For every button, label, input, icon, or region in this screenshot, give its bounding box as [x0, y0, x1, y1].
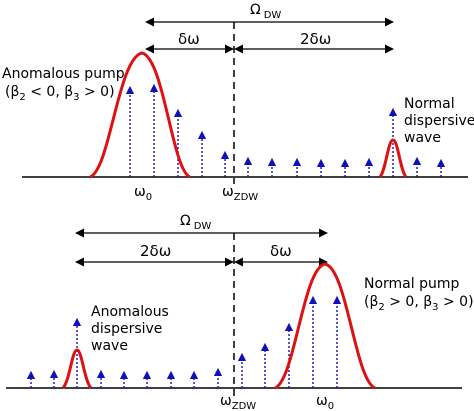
bottom-omega-dw-label: Ω DW — [180, 213, 211, 232]
bottom-pump-condition: (β2 > 0, β3 > 0) — [364, 294, 474, 313]
top-right-gap-label: 2δω — [300, 30, 331, 48]
bottom-tick-omega-zdw: ωZDW — [220, 393, 256, 411]
top-dispersive-wave-spectrum — [378, 138, 408, 178]
bottom-pump-label: Normal pump — [364, 276, 460, 292]
top-frequency-comb — [125, 83, 446, 177]
bottom-wave-label-line3: wave — [91, 338, 128, 354]
bottom-dispersive-wave-spectrum — [61, 348, 93, 389]
top-pump-spectrum — [89, 51, 191, 179]
bottom-panel: Ω DW 2δω δω ωZDW ω0 Normal pump — [6, 213, 474, 411]
bottom-tick-omega-0: ω0 — [316, 393, 334, 411]
top-omega-dw-label: Ω DW — [250, 2, 281, 21]
top-pump-label: Anomalous pump — [2, 66, 125, 82]
top-wave-label-line3: wave — [404, 130, 441, 146]
top-panel: Ω DW δω 2δω ω0 ω — [2, 2, 474, 203]
top-wave-label-line2: dispersive — [404, 113, 474, 129]
bottom-frequency-comb — [26, 295, 342, 388]
bottom-wave-label-line2: dispersive — [91, 321, 162, 337]
top-pump-condition: (β2 < 0, β3 > 0) — [5, 84, 115, 103]
top-tick-omega-0: ω0 — [134, 184, 152, 203]
bottom-wave-label-line1: Anomalous — [91, 304, 169, 320]
bottom-pump-spectrum — [274, 262, 376, 390]
top-wave-label-line1: Normal — [404, 96, 455, 112]
top-left-gap-label: δω — [178, 30, 200, 48]
bottom-right-gap-label: δω — [270, 242, 292, 260]
top-tick-omega-zdw: ωZDW — [222, 184, 258, 203]
bottom-left-gap-label: 2δω — [140, 242, 171, 260]
